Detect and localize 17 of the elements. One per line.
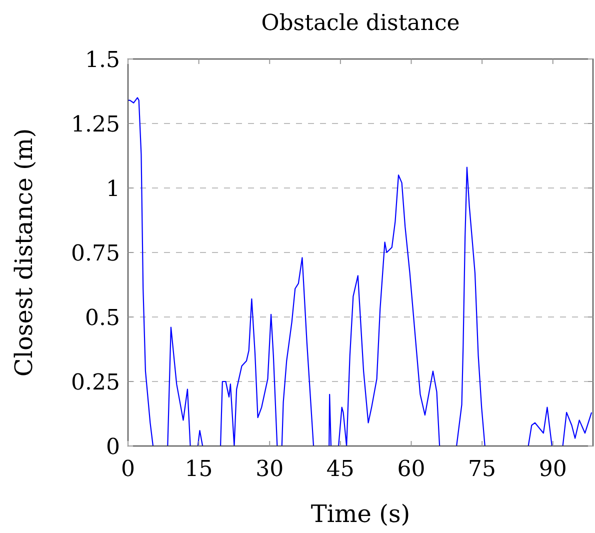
y-tick-label: 0.75 bbox=[71, 242, 120, 266]
y-tick-label: 0 bbox=[106, 435, 120, 460]
x-axis-title: Time (s) bbox=[310, 500, 410, 528]
y-tick-label: 1.25 bbox=[71, 112, 120, 138]
y-tick-label: 0.25 bbox=[71, 370, 120, 396]
y-tick-label: 1 bbox=[106, 177, 120, 202]
x-tick-label: 45 bbox=[326, 457, 354, 482]
y-tick-label: 0.5 bbox=[85, 306, 120, 331]
x-tick-label: 90 bbox=[538, 457, 567, 482]
line-series bbox=[128, 97, 592, 446]
x-tick-label: 15 bbox=[184, 457, 213, 482]
y-axis-title: Closest distance (m) bbox=[10, 128, 38, 377]
chart-title: Obstacle distance bbox=[261, 11, 460, 36]
x-tick-label: 30 bbox=[256, 457, 284, 482]
y-tick-label: 1.5 bbox=[85, 48, 120, 73]
x-tick-label: 75 bbox=[468, 457, 496, 482]
x-tick-label: 60 bbox=[397, 457, 426, 482]
